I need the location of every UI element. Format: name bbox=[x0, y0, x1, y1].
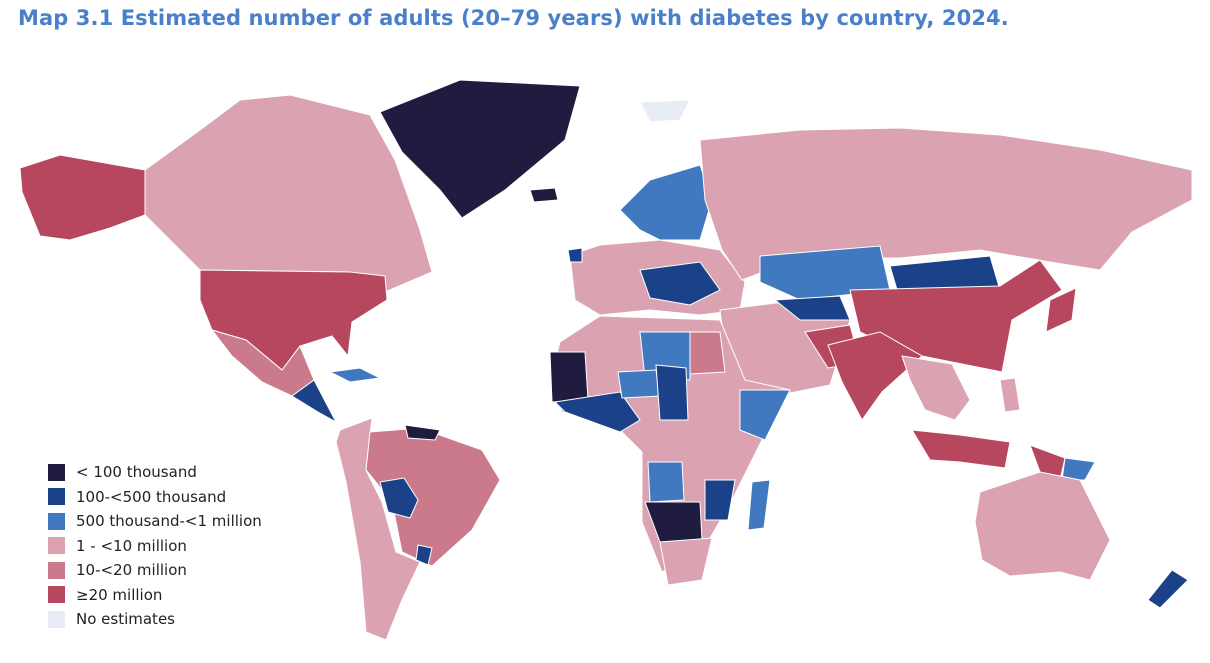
legend-swatch bbox=[48, 488, 65, 506]
region-egypt bbox=[689, 331, 726, 375]
legend-label: < 100 thousand bbox=[76, 463, 197, 482]
legend-swatch bbox=[48, 537, 65, 555]
region-chad bbox=[655, 364, 689, 421]
region-australia bbox=[974, 471, 1111, 581]
legend-swatch bbox=[48, 463, 65, 481]
legend-swatch bbox=[48, 512, 65, 530]
region-central-america bbox=[291, 379, 338, 424]
region-mauritania bbox=[549, 351, 589, 403]
legend-item: 1 - <10 million bbox=[48, 534, 262, 559]
region-guianas bbox=[404, 424, 441, 441]
region-kazakhstan bbox=[759, 245, 891, 301]
region-bolivia bbox=[379, 477, 419, 519]
legend-label: 10-<20 million bbox=[76, 561, 187, 580]
region-angola bbox=[647, 461, 685, 503]
region-alaska bbox=[19, 154, 146, 241]
region-russia bbox=[699, 127, 1193, 281]
legend-item: 100-<500 thousand bbox=[48, 485, 262, 510]
legend-item: 500 thousand-<1 million bbox=[48, 509, 262, 534]
region-philippines bbox=[999, 377, 1021, 413]
region-southeast-asia bbox=[901, 355, 971, 421]
legend-item: No estimates bbox=[48, 607, 262, 632]
legend-item: < 100 thousand bbox=[48, 460, 262, 485]
legend-swatch bbox=[48, 610, 65, 628]
region-mozambique bbox=[704, 479, 736, 521]
region-greenland bbox=[379, 79, 581, 219]
region-uruguay bbox=[415, 544, 433, 566]
region-central-asia bbox=[773, 295, 851, 321]
region-horn bbox=[739, 389, 791, 441]
region-brazil bbox=[365, 427, 501, 567]
legend-label: 500 thousand-<1 million bbox=[76, 512, 262, 531]
region-japan bbox=[1045, 287, 1077, 333]
region-niger bbox=[617, 369, 661, 399]
legend-item: 10-<20 million bbox=[48, 558, 262, 583]
legend-item: ≥20 million bbox=[48, 583, 262, 608]
region-iceland bbox=[529, 187, 559, 203]
region-balkans bbox=[639, 261, 721, 306]
legend-label: No estimates bbox=[76, 610, 175, 629]
region-west-africa bbox=[553, 391, 641, 433]
legend-label: 1 - <10 million bbox=[76, 536, 187, 555]
map-title: Map 3.1 Estimated number of adults (20–7… bbox=[18, 6, 1009, 30]
region-svalbard bbox=[639, 99, 691, 123]
region-ireland bbox=[567, 247, 583, 263]
region-south-africa bbox=[659, 537, 713, 586]
region-madagascar bbox=[747, 479, 771, 531]
region-scandinavia bbox=[619, 164, 713, 241]
legend-label: ≥20 million bbox=[76, 585, 163, 604]
legend-label: 100-<500 thousand bbox=[76, 487, 227, 506]
region-india bbox=[827, 331, 923, 421]
region-caribbean bbox=[328, 367, 382, 383]
region-indonesia bbox=[911, 429, 1011, 469]
region-new-zealand bbox=[1147, 569, 1189, 609]
legend-swatch bbox=[48, 561, 65, 579]
region-png bbox=[1061, 457, 1096, 481]
map-legend: < 100 thousand 100-<500 thousand 500 tho… bbox=[48, 460, 262, 632]
legend-swatch bbox=[48, 586, 65, 604]
